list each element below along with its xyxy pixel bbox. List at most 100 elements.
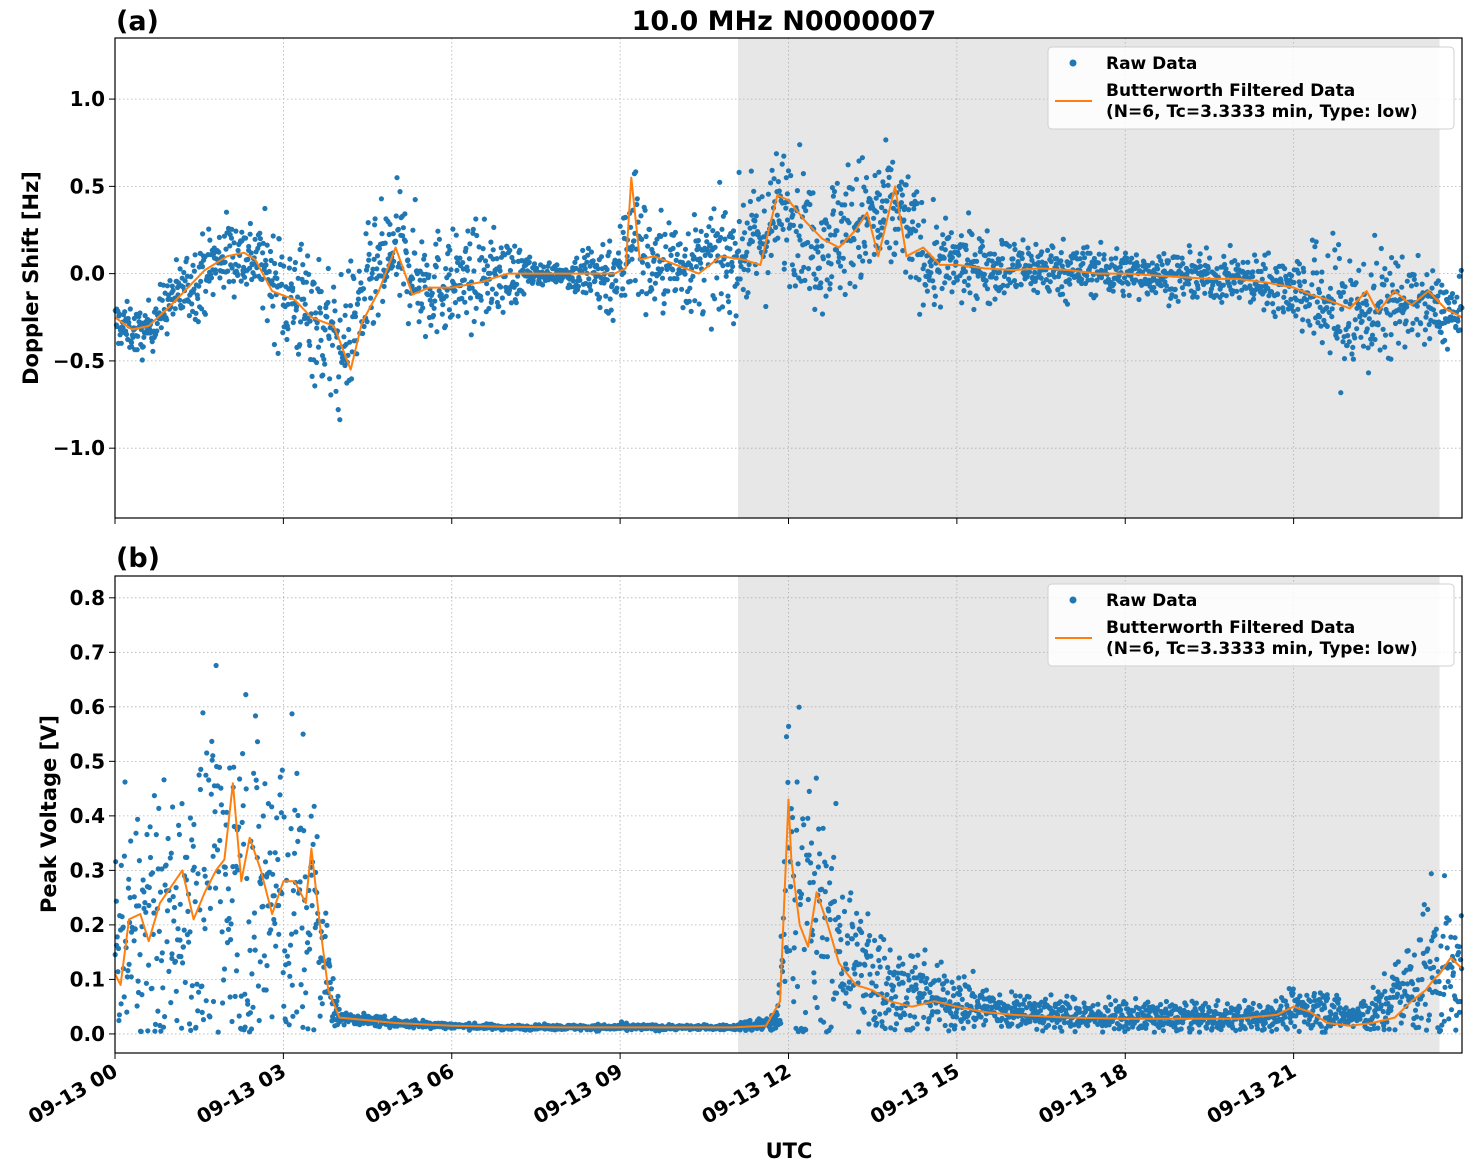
raw-point xyxy=(817,851,823,857)
raw-point xyxy=(252,273,258,279)
raw-point xyxy=(831,898,838,905)
raw-point xyxy=(1126,292,1132,298)
raw-point xyxy=(209,738,215,745)
raw-point xyxy=(972,994,978,1000)
raw-point xyxy=(751,224,758,230)
raw-point xyxy=(360,286,367,292)
raw-point xyxy=(368,275,375,281)
figure-title: 10.0 MHz N0000007 xyxy=(632,6,937,37)
raw-point xyxy=(1304,297,1310,303)
raw-point xyxy=(210,998,217,1005)
raw-point xyxy=(1456,273,1462,279)
raw-point xyxy=(136,858,142,864)
raw-point xyxy=(134,1003,140,1009)
raw-point xyxy=(779,161,785,167)
raw-point xyxy=(814,949,820,956)
raw-point xyxy=(499,295,505,301)
raw-point xyxy=(1196,258,1202,264)
raw-point xyxy=(1186,281,1192,287)
raw-point xyxy=(125,968,131,974)
raw-point xyxy=(1352,317,1358,323)
raw-point xyxy=(1388,356,1394,362)
raw-point xyxy=(291,911,297,917)
raw-point xyxy=(351,275,357,282)
raw-point xyxy=(965,1019,971,1025)
raw-point xyxy=(214,847,221,853)
raw-point xyxy=(294,770,300,777)
raw-point xyxy=(231,764,237,770)
raw-point xyxy=(622,214,629,220)
raw-point xyxy=(217,275,223,281)
raw-point xyxy=(1338,293,1344,299)
raw-point xyxy=(1369,332,1376,338)
raw-point xyxy=(1133,277,1139,283)
raw-point xyxy=(1347,301,1353,307)
raw-point xyxy=(796,704,802,710)
raw-point xyxy=(206,777,212,783)
raw-point xyxy=(1077,1009,1083,1015)
raw-point xyxy=(466,256,472,262)
raw-point xyxy=(665,288,671,294)
raw-point xyxy=(371,320,377,326)
raw-point xyxy=(467,241,473,247)
raw-point xyxy=(309,903,315,909)
raw-point xyxy=(687,285,693,291)
raw-point xyxy=(217,899,223,905)
raw-point xyxy=(162,882,168,888)
raw-point xyxy=(842,291,848,298)
raw-point xyxy=(336,1006,342,1012)
raw-point xyxy=(621,270,627,276)
raw-point xyxy=(323,910,329,916)
raw-point xyxy=(1010,256,1016,262)
raw-point xyxy=(617,223,623,229)
raw-point xyxy=(221,284,227,290)
raw-point xyxy=(820,825,826,831)
raw-point xyxy=(416,319,422,325)
raw-point xyxy=(367,240,373,246)
raw-point xyxy=(1449,291,1456,297)
raw-point xyxy=(1194,294,1200,300)
raw-point xyxy=(242,1024,248,1030)
raw-point xyxy=(1347,258,1353,264)
raw-point xyxy=(269,294,275,300)
y-tick-label: −1.0 xyxy=(53,436,105,460)
raw-point xyxy=(1356,267,1362,273)
raw-point xyxy=(967,290,973,296)
raw-point xyxy=(930,1009,936,1015)
raw-point xyxy=(393,271,399,277)
raw-point xyxy=(305,1026,311,1032)
raw-point xyxy=(1372,232,1378,238)
raw-point xyxy=(330,976,336,982)
raw-point xyxy=(1145,263,1152,269)
raw-point xyxy=(240,751,246,757)
raw-point xyxy=(161,777,167,783)
raw-point xyxy=(283,1019,289,1025)
raw-point xyxy=(172,306,178,312)
raw-point xyxy=(244,875,250,882)
raw-point xyxy=(1327,285,1334,291)
raw-point xyxy=(1222,261,1228,268)
raw-point xyxy=(1163,283,1169,289)
raw-point xyxy=(1324,305,1330,311)
raw-point xyxy=(782,978,788,985)
raw-point xyxy=(924,288,931,294)
raw-point xyxy=(151,793,157,799)
raw-point xyxy=(932,293,939,299)
raw-point xyxy=(1010,262,1016,268)
raw-point xyxy=(815,864,822,870)
raw-point xyxy=(302,301,308,307)
raw-point xyxy=(893,240,899,246)
raw-point xyxy=(873,983,879,989)
raw-point xyxy=(347,339,353,345)
raw-point xyxy=(951,270,957,276)
raw-point xyxy=(827,880,833,886)
raw-point xyxy=(139,992,145,998)
raw-point xyxy=(202,873,208,879)
raw-point xyxy=(753,270,760,276)
raw-point xyxy=(896,955,903,961)
raw-point xyxy=(909,219,916,225)
raw-point xyxy=(269,278,275,284)
raw-point xyxy=(240,803,246,809)
raw-point xyxy=(837,922,843,928)
raw-point xyxy=(479,254,485,261)
